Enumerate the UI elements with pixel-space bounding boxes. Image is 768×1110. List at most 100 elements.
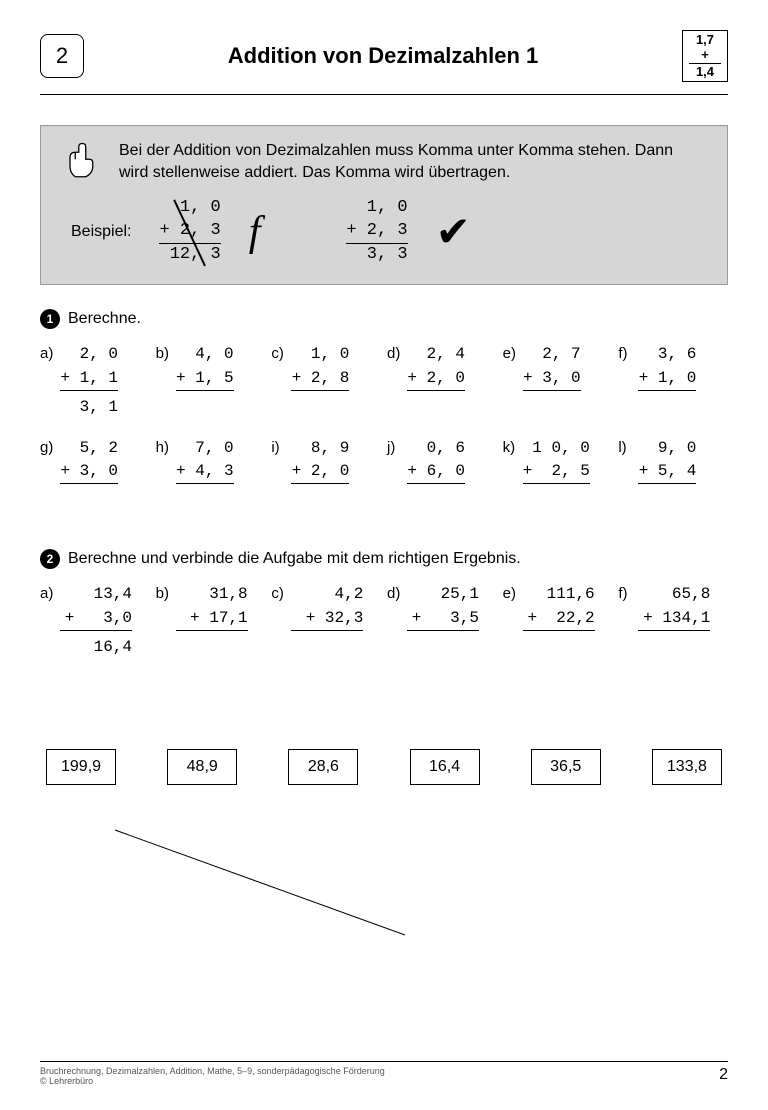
answer-box: 36,5 xyxy=(531,749,601,785)
problem-body: 0, 6+ 6, 0 xyxy=(407,437,465,509)
problem: a)2, 0+ 1, 13, 1 xyxy=(40,343,150,419)
problem-label: d) xyxy=(387,583,407,605)
problem-label: a) xyxy=(40,343,60,365)
page-header: 2 Addition von Dezimalzahlen 1 1,7 + 1,4 xyxy=(40,30,728,95)
section2-head: 2 Berechne und verbinde die Aufgabe mit … xyxy=(40,549,728,569)
problem: c)1, 0+ 2, 8 xyxy=(271,343,381,419)
section1-bullet: 1 xyxy=(40,309,60,329)
footer-page: 2 xyxy=(719,1066,728,1086)
problem-answer xyxy=(176,396,234,416)
problem-answer xyxy=(176,636,248,656)
problem-line1: 1 0, 0 xyxy=(523,437,590,460)
topic-line2: 1,4 xyxy=(685,65,725,79)
problem-body: 9, 0+ 5, 4 xyxy=(638,437,696,509)
problem-line1: 1, 0 xyxy=(291,343,349,366)
check-mark-icon: ✔ xyxy=(436,207,471,256)
problem: d)2, 4+ 2, 0 xyxy=(387,343,497,419)
problem-line2: + 3, 0 xyxy=(60,460,118,483)
right-l3: 3, 3 xyxy=(346,243,407,267)
problem-answer: 16,4 xyxy=(60,636,132,659)
problem-body: 2, 4+ 2, 0 xyxy=(407,343,465,415)
problem-line2: + 2, 5 xyxy=(523,460,590,483)
problem-line2: + 1, 0 xyxy=(638,367,696,390)
answer-box: 16,4 xyxy=(410,749,480,785)
problem-label: k) xyxy=(503,437,523,459)
problem-line2: + 32,3 xyxy=(291,607,363,630)
problem: f)3, 6+ 1, 0 xyxy=(618,343,728,419)
problem-body: 65,8+ 134,1 xyxy=(638,583,710,655)
problem-body: 5, 2+ 3, 0 xyxy=(60,437,118,509)
problem-line1: 2, 7 xyxy=(523,343,581,366)
problem-label: e) xyxy=(503,583,523,605)
problem-line2: + 2, 0 xyxy=(407,367,465,390)
info-text: Bei der Addition von Dezimalzahlen muss … xyxy=(119,140,705,185)
page-title: Addition von Dezimalzahlen 1 xyxy=(84,43,682,69)
problem-line1: 25,1 xyxy=(407,583,479,606)
answer-boxes-row: 199,9 48,9 28,6 16,4 36,5 133,8 xyxy=(40,749,728,785)
problem-body: 111,6+ 22,2 xyxy=(523,583,595,655)
problem-answer xyxy=(176,489,234,509)
problem-answer xyxy=(638,636,710,656)
problem-line2: + 4, 3 xyxy=(176,460,234,483)
problem-line2: + 1, 1 xyxy=(60,367,118,390)
problem: b)4, 0+ 1, 5 xyxy=(156,343,266,419)
problem-answer xyxy=(291,636,363,656)
problem-body: 3, 6+ 1, 0 xyxy=(638,343,696,415)
answer-box: 133,8 xyxy=(652,749,722,785)
problem-line2: + 134,1 xyxy=(638,607,710,630)
problem-answer xyxy=(523,636,595,656)
problem-line1: 3, 6 xyxy=(638,343,696,366)
topic-plus: + xyxy=(689,48,721,63)
problem-body: 4, 0+ 1, 5 xyxy=(176,343,234,415)
answer-box: 48,9 xyxy=(167,749,237,785)
problem-line2: + 2, 8 xyxy=(291,367,349,390)
problem-line1: 8, 9 xyxy=(291,437,349,460)
problem-body: 8, 9+ 2, 0 xyxy=(291,437,349,509)
problem-answer xyxy=(407,636,479,656)
problem-label: a) xyxy=(40,583,60,605)
problem: b)31,8+ 17,1 xyxy=(156,583,266,659)
problem-label: i) xyxy=(271,437,291,459)
problem: h)7, 0+ 4, 3 xyxy=(156,437,266,509)
problem-answer xyxy=(291,396,349,416)
section2-title: Berechne und verbinde die Aufgabe mit de… xyxy=(68,550,521,568)
right-l1: 1, 0 xyxy=(346,197,407,220)
wrong-mark-icon: f xyxy=(249,208,261,256)
problem-answer xyxy=(60,489,118,509)
problem: c)4,2+ 32,3 xyxy=(271,583,381,659)
problem-body: 25,1+ 3,5 xyxy=(407,583,479,655)
problem: e)2, 7+ 3, 0 xyxy=(503,343,613,419)
problem-line1: 111,6 xyxy=(523,583,595,606)
problem-line1: 4, 0 xyxy=(176,343,234,366)
problem-body: 1 0, 0+ 2, 5 xyxy=(523,437,590,509)
problem-label: l) xyxy=(618,437,638,459)
section1-head: 1 Berechne. xyxy=(40,309,728,329)
problem-answer xyxy=(407,396,465,416)
page-number-box: 2 xyxy=(40,34,84,78)
problem-answer xyxy=(523,489,590,509)
wrong-l3: 12, 3 xyxy=(159,243,220,267)
problem-answer: 3, 1 xyxy=(60,396,118,419)
problem-line2: + 1, 5 xyxy=(176,367,234,390)
topic-line1: 1,7 xyxy=(685,33,725,47)
problem-line1: 65,8 xyxy=(638,583,710,606)
answer-box: 28,6 xyxy=(288,749,358,785)
example-row: Beispiel: 1, 0 + 2, 3 12, 3 f 1, 0 + 2, … xyxy=(63,197,705,267)
footer-left: Bruchrechnung, Dezimalzahlen, Addition, … xyxy=(40,1066,385,1086)
problem: l)9, 0+ 5, 4 xyxy=(618,437,728,509)
problem-label: f) xyxy=(618,343,638,365)
problem-body: 13,4+ 3,016,4 xyxy=(60,583,132,659)
problem-answer xyxy=(638,396,696,416)
problem-line2: + 2, 0 xyxy=(291,460,349,483)
problem-line1: 4,2 xyxy=(291,583,363,606)
problem-answer xyxy=(638,489,696,509)
problem-line1: 7, 0 xyxy=(176,437,234,460)
problem: i)8, 9+ 2, 0 xyxy=(271,437,381,509)
problem-label: d) xyxy=(387,343,407,365)
problem-label: e) xyxy=(503,343,523,365)
problem: e)111,6+ 22,2 xyxy=(503,583,613,659)
problem-line2: + 3, 0 xyxy=(523,367,581,390)
right-l2: + 2, 3 xyxy=(346,220,407,243)
problem-label: c) xyxy=(271,343,291,365)
answer-box: 199,9 xyxy=(46,749,116,785)
